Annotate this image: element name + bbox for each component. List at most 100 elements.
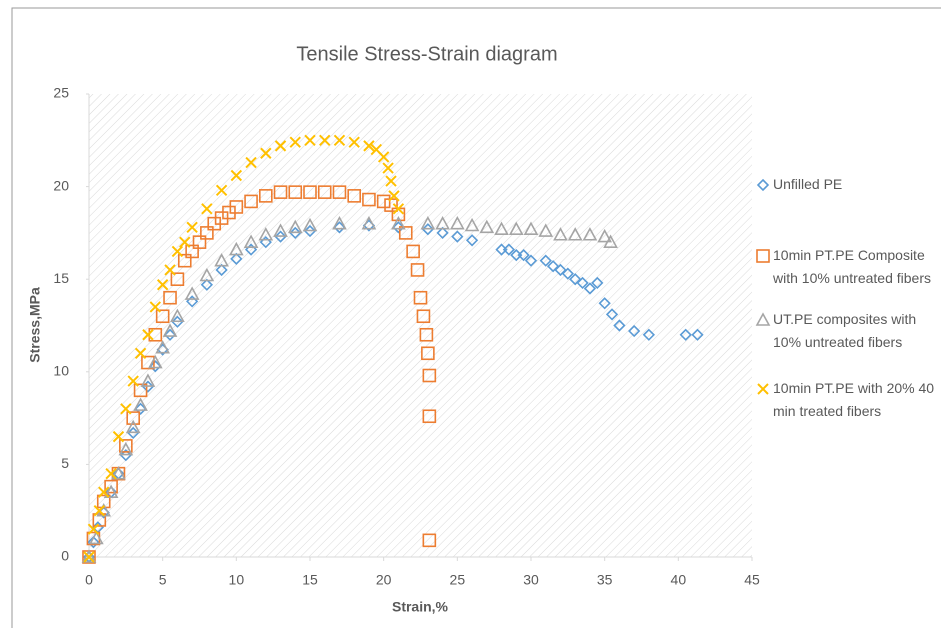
point [87, 536, 100, 549]
point [413, 290, 428, 305]
point [214, 253, 229, 267]
point [199, 267, 215, 282]
point [576, 276, 589, 290]
point [274, 140, 287, 152]
point [561, 267, 574, 280]
point [362, 192, 376, 207]
point [192, 235, 207, 249]
point [164, 264, 176, 276]
point [87, 523, 100, 535]
point [119, 449, 132, 462]
point [103, 484, 119, 498]
point [679, 328, 692, 341]
point [141, 355, 155, 370]
y-tick-label: 20 [53, 177, 69, 193]
point [177, 253, 192, 268]
y-axis-label: Stress,MPa [27, 287, 43, 363]
point [388, 190, 400, 202]
x-tick-label: 15 [302, 572, 318, 588]
point [170, 308, 185, 323]
point [554, 263, 567, 277]
point [361, 215, 377, 230]
point [317, 185, 332, 199]
point [502, 243, 516, 256]
point [245, 156, 257, 169]
point [171, 245, 184, 258]
point [553, 227, 568, 241]
point [756, 178, 770, 192]
point [348, 136, 360, 148]
point [118, 441, 134, 456]
point [273, 185, 288, 199]
point [244, 194, 258, 209]
point [163, 290, 177, 305]
point [642, 328, 655, 341]
point [756, 249, 770, 263]
x-tick-label: 40 [671, 572, 687, 588]
point [215, 184, 228, 197]
chart-title: Tensile Stress-Strain diagram [296, 43, 557, 65]
point [382, 162, 394, 174]
point [81, 549, 97, 563]
point [464, 217, 480, 232]
point [289, 136, 301, 148]
point [755, 312, 771, 326]
point [567, 227, 583, 241]
point [104, 479, 118, 494]
point [186, 221, 198, 234]
point [111, 465, 126, 480]
series [83, 134, 405, 563]
point [569, 273, 582, 286]
point [258, 227, 274, 241]
point [289, 226, 302, 240]
x-tick-label: 10 [229, 572, 245, 588]
point [149, 301, 162, 313]
legend-label: 10min PT.PE Composite with 10% untreated… [773, 247, 931, 286]
point [304, 134, 316, 147]
point [757, 383, 769, 395]
point [200, 226, 214, 240]
point [421, 346, 435, 361]
point [200, 278, 213, 291]
legend-label: UT.PE composites with 10% untreated fibe… [773, 311, 917, 350]
point [410, 263, 425, 277]
point [591, 276, 604, 290]
point [392, 221, 405, 234]
point [302, 217, 318, 232]
point [228, 241, 244, 256]
point [243, 234, 259, 248]
point [421, 223, 434, 236]
point [347, 189, 362, 203]
point [83, 551, 95, 563]
y-tick-label: 0 [61, 548, 69, 564]
point [392, 203, 405, 215]
x-tick-label: 35 [597, 572, 613, 588]
point [120, 403, 132, 415]
point [582, 227, 598, 241]
point [465, 234, 479, 247]
point [691, 328, 704, 341]
point [508, 221, 524, 235]
point [494, 221, 509, 235]
point [125, 419, 141, 434]
point [435, 215, 450, 230]
point [288, 185, 303, 199]
point [185, 244, 199, 259]
point [287, 219, 303, 234]
point [377, 151, 390, 163]
point [422, 409, 437, 424]
point [583, 282, 597, 295]
point [127, 375, 139, 387]
point [398, 226, 413, 240]
point [303, 224, 317, 238]
point [628, 324, 641, 338]
point [479, 219, 495, 234]
point [93, 504, 106, 517]
point [449, 215, 465, 230]
chart-border [11, 7, 941, 628]
x-tick-label: 5 [159, 572, 167, 588]
point [274, 230, 287, 243]
legend-label: Unfilled PE [773, 176, 843, 192]
point [89, 530, 104, 545]
